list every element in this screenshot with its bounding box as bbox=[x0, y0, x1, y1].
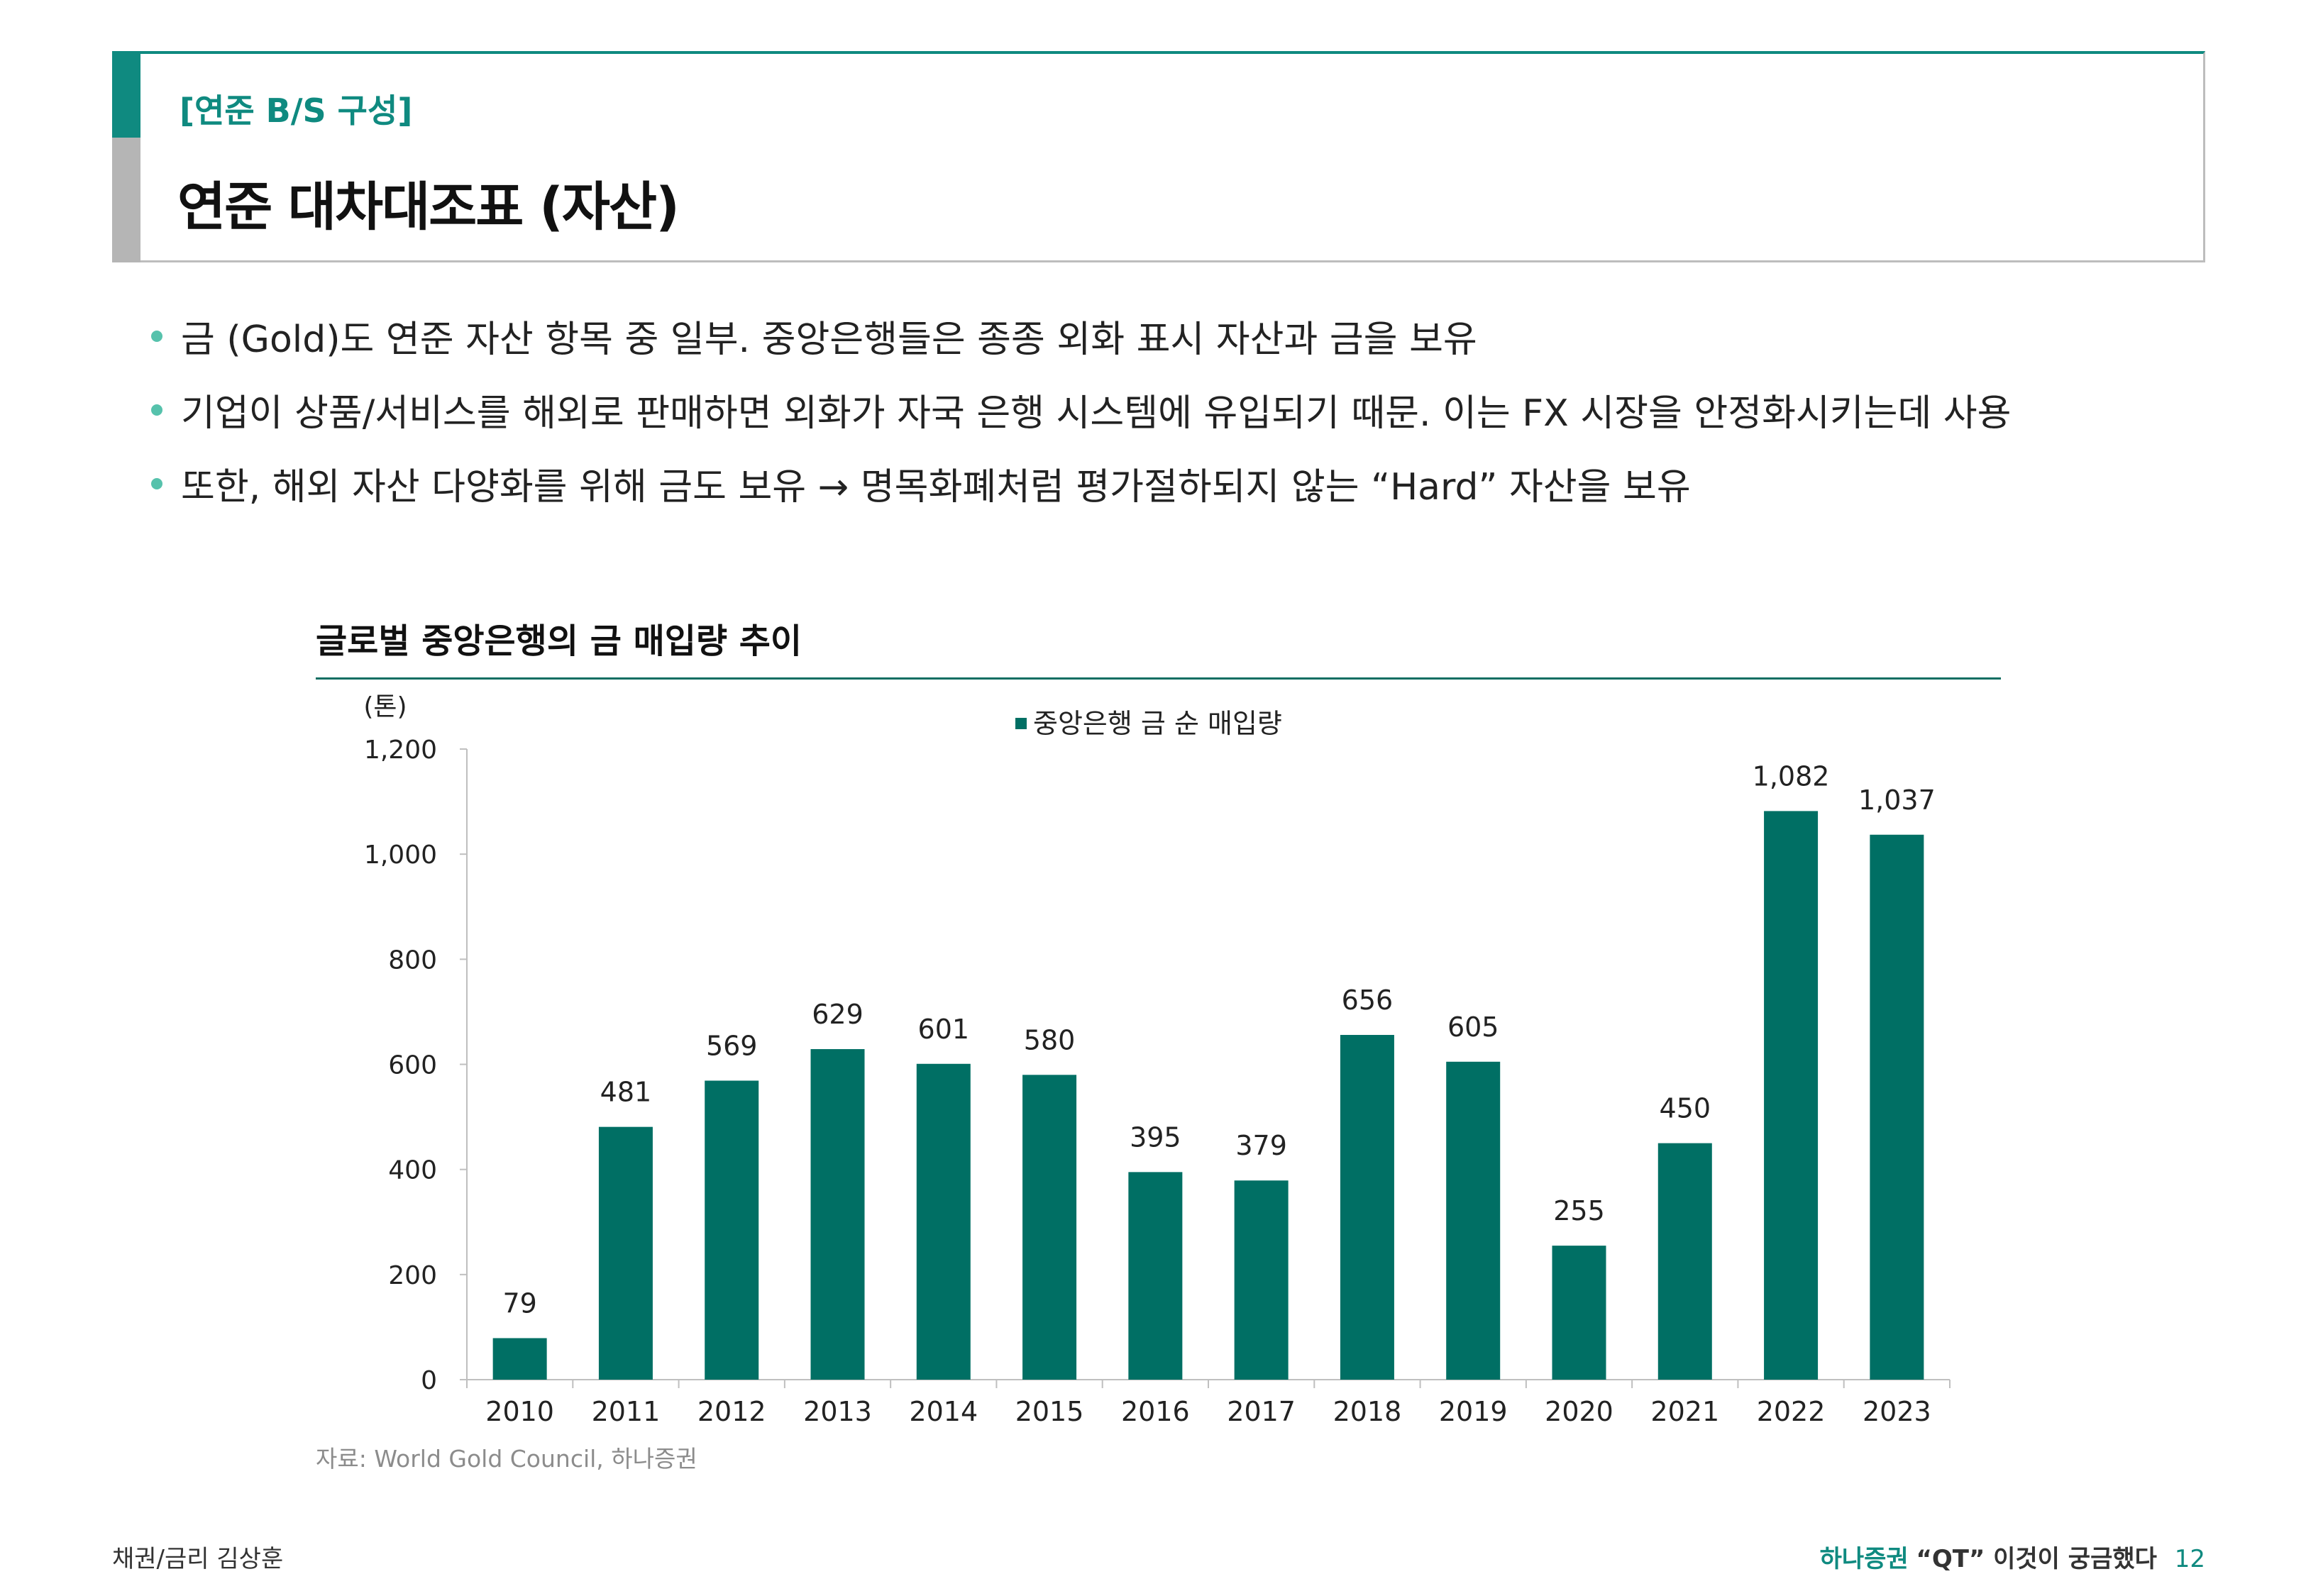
bar-2014 bbox=[916, 1063, 971, 1380]
bullet-list: 금 (Gold)도 연준 자산 항목 중 일부. 중앙은행들은 종종 외화 표시… bbox=[145, 309, 2011, 531]
x-tick-label: 2012 bbox=[697, 1396, 766, 1427]
footer-author: 채권/금리 김상훈 bbox=[112, 1545, 284, 1573]
footer-tagline: “QT” 이것이 궁금했다 bbox=[1916, 1545, 2157, 1573]
data-label: 255 bbox=[1553, 1195, 1605, 1226]
bar-2011 bbox=[598, 1126, 653, 1380]
bullet-item: 금 (Gold)도 연준 자산 항목 중 일부. 중앙은행들은 종종 외화 표시… bbox=[145, 309, 2011, 383]
bar-2017 bbox=[1234, 1180, 1289, 1380]
y-tick-label: 600 bbox=[388, 1051, 437, 1080]
y-tick-label: 800 bbox=[388, 946, 437, 975]
x-tick-label: 2013 bbox=[803, 1396, 872, 1427]
data-label: 601 bbox=[918, 1014, 970, 1045]
bar-2019 bbox=[1446, 1061, 1501, 1380]
header-side-bar bbox=[112, 138, 140, 262]
data-label: 395 bbox=[1130, 1121, 1181, 1153]
section-subtitle: [연준 B/S 구성] bbox=[180, 92, 413, 130]
bar-2018 bbox=[1340, 1035, 1394, 1380]
y-tick-label: 1,200 bbox=[364, 736, 437, 765]
data-label: 580 bbox=[1024, 1024, 1076, 1055]
x-tick-label: 2021 bbox=[1650, 1396, 1719, 1427]
data-label: 656 bbox=[1342, 985, 1394, 1016]
bullet-dot-icon bbox=[151, 478, 162, 489]
bullet-dot-icon bbox=[151, 404, 162, 416]
y-tick-label: 400 bbox=[388, 1156, 437, 1185]
source-note: 자료: World Gold Council, 하나증권 bbox=[316, 1445, 697, 1473]
data-label: 1,082 bbox=[1753, 760, 1830, 792]
x-tick-label: 2010 bbox=[485, 1396, 554, 1427]
bar-2012 bbox=[705, 1080, 759, 1380]
data-label: 629 bbox=[812, 999, 864, 1030]
bar-2021 bbox=[1657, 1143, 1712, 1380]
bullet-item: 또한, 해외 자산 다양화를 위해 금도 보유 → 명목화폐처럼 평가절하되지 … bbox=[145, 457, 2011, 531]
y-unit-label: (톤) bbox=[363, 692, 407, 721]
y-tick-label: 1,000 bbox=[364, 841, 437, 870]
x-tick-label: 2022 bbox=[1757, 1396, 1826, 1427]
x-tick-label: 2020 bbox=[1545, 1396, 1613, 1427]
bar-2013 bbox=[810, 1049, 865, 1380]
x-tick-label: 2019 bbox=[1439, 1396, 1508, 1427]
bar-2022 bbox=[1764, 811, 1819, 1380]
chart-title: 글로벌 중앙은행의 금 매입량 추이 bbox=[316, 621, 802, 661]
data-label: 569 bbox=[706, 1030, 758, 1061]
header-accent-bar bbox=[112, 51, 140, 138]
y-tick-label: 0 bbox=[421, 1366, 437, 1395]
legend-label: 중앙은행 금 순 매입량 bbox=[1033, 708, 1282, 739]
bullet-text: 기업이 상품/서비스를 해외로 판매하면 외화가 자국 은행 시스템에 유입되기… bbox=[181, 392, 2012, 435]
x-tick-label: 2017 bbox=[1227, 1396, 1296, 1427]
footer-info: 하나증권 “QT” 이것이 궁금했다 12 bbox=[1820, 1539, 2205, 1574]
bar-2016 bbox=[1128, 1172, 1183, 1380]
x-tick-label: 2016 bbox=[1121, 1396, 1190, 1427]
bar-2015 bbox=[1022, 1075, 1077, 1380]
page-number: 12 bbox=[2174, 1545, 2205, 1573]
footer-brand: 하나증권 bbox=[1819, 1545, 1909, 1573]
chart-title-rule bbox=[316, 677, 2001, 680]
x-tick-label: 2023 bbox=[1863, 1396, 1931, 1427]
data-label: 379 bbox=[1235, 1130, 1287, 1161]
data-label: 79 bbox=[502, 1287, 536, 1319]
x-tick-label: 2018 bbox=[1333, 1396, 1402, 1427]
data-label: 605 bbox=[1447, 1012, 1499, 1043]
bar-2023 bbox=[1870, 834, 1924, 1380]
x-tick-label: 2014 bbox=[909, 1396, 978, 1427]
bullet-dot-icon bbox=[151, 331, 162, 342]
legend-swatch bbox=[1015, 718, 1027, 729]
x-tick-label: 2011 bbox=[592, 1396, 661, 1427]
bar-2020 bbox=[1552, 1246, 1606, 1380]
bullet-text: 또한, 해외 자산 다양화를 위해 금도 보유 → 명목화폐처럼 평가절하되지 … bbox=[181, 466, 1691, 509]
bullet-item: 기업이 상품/서비스를 해외로 판매하면 외화가 자국 은행 시스템에 유입되기… bbox=[145, 383, 2011, 457]
bar-2010 bbox=[492, 1338, 547, 1380]
data-label: 1,037 bbox=[1858, 785, 1936, 816]
bullet-text: 금 (Gold)도 연준 자산 항목 중 일부. 중앙은행들은 종종 외화 표시… bbox=[181, 318, 1477, 361]
data-label: 450 bbox=[1660, 1093, 1711, 1124]
data-label: 481 bbox=[600, 1077, 652, 1108]
x-tick-label: 2015 bbox=[1015, 1396, 1084, 1427]
page-title: 연준 대차대조표 (자산) bbox=[177, 177, 680, 238]
y-tick-label: 200 bbox=[388, 1261, 437, 1290]
